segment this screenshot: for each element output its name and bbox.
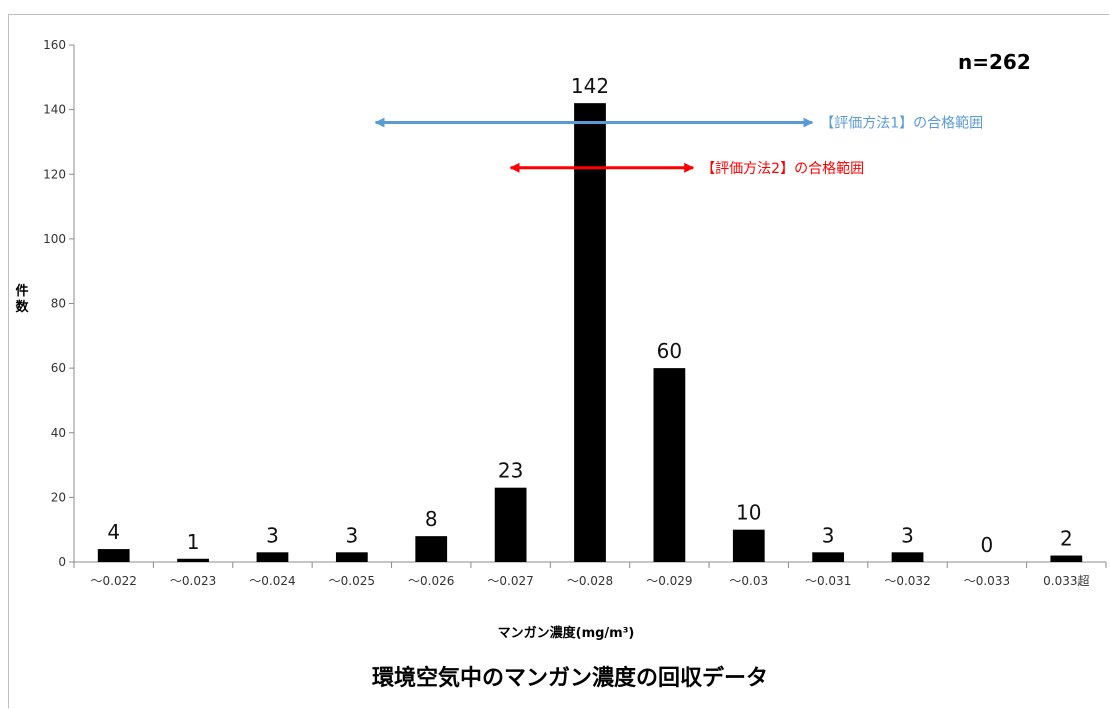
x-tick-label: ～0.033 [964,574,1010,588]
x-tick-label: ～0.028 [567,574,613,588]
x-tick-label: ～0.024 [249,574,295,588]
bars [97,103,1083,562]
y-tick-label: 140 [43,103,66,117]
bar-value-label: 1 [187,530,200,554]
y-axis-title: 件数 [15,283,29,315]
bar [574,103,606,562]
bar [653,368,686,562]
data-labels: 4 1 3 3 8 23 142 60 10 3 3 0 2 [107,74,1072,557]
x-tick-label: ～0.027 [487,574,533,588]
x-tick-label: 0.033超 [1043,573,1089,588]
sample-size-label: n=262 [958,50,1031,74]
range-label-1: 【評価方法1】の合格範囲 [820,115,983,132]
bar [732,529,765,562]
x-tick-label: ～0.022 [91,574,137,588]
bar [335,552,368,562]
y-tick-label: 20 [51,490,66,504]
bar-value-label: 10 [736,501,761,525]
bar-value-label: 0 [981,533,994,557]
bar [812,552,845,562]
x-tick-label: ～0.031 [805,574,851,588]
x-axis: ～0.022 ～0.023 ～0.024 ～0.025 ～0.026 ～0.027 ～0.0… [73,561,1107,588]
bar [891,552,924,562]
bar-value-label: 3 [266,523,279,547]
bar-value-label: 23 [498,459,523,483]
bar [494,487,527,562]
bar-value-label: 3 [901,523,914,547]
y-tick-label: 40 [51,426,66,440]
bar-value-label: 3 [822,523,835,547]
x-tick-label: ～0.023 [170,574,216,588]
bar [1050,555,1083,562]
range-annotations: 【評価方法1】の合格範囲【評価方法2】の合格範囲 [374,115,983,177]
bar [97,549,130,562]
x-tick-label: ～0.025 [329,574,375,588]
bar [177,558,209,562]
bar-value-label: 2 [1060,527,1073,551]
bar-value-label: 4 [107,520,120,544]
range-label-2: 【評価方法2】の合格範囲 [701,160,864,177]
y-tick-label: 100 [43,232,66,246]
chart-frame [8,14,1109,708]
x-axis-title: マンガン濃度(mg/m³) [498,625,635,641]
bar-value-label: 8 [425,507,438,531]
bar-value-label: 60 [657,339,682,363]
bar [256,552,289,562]
x-tick-label: ～0.03 [729,574,768,588]
y-axis: 0 20 40 60 80 100 120 140 160 [43,38,75,569]
x-tick-label: ～0.026 [408,574,454,588]
y-tick-label: 0 [58,555,66,569]
y-tick-label: 80 [51,297,66,311]
x-tick-label: ～0.029 [646,574,692,588]
bar-value-label: 142 [571,74,609,98]
bar [415,536,448,562]
bar-value-label: 3 [345,523,358,547]
chart-title: 環境空気中のマンガン濃度の回収データ [372,665,768,691]
x-tick-label: ～0.032 [884,574,930,588]
y-tick-label: 60 [51,361,66,375]
y-tick-label: 160 [43,38,66,52]
y-tick-label: 120 [43,167,66,181]
